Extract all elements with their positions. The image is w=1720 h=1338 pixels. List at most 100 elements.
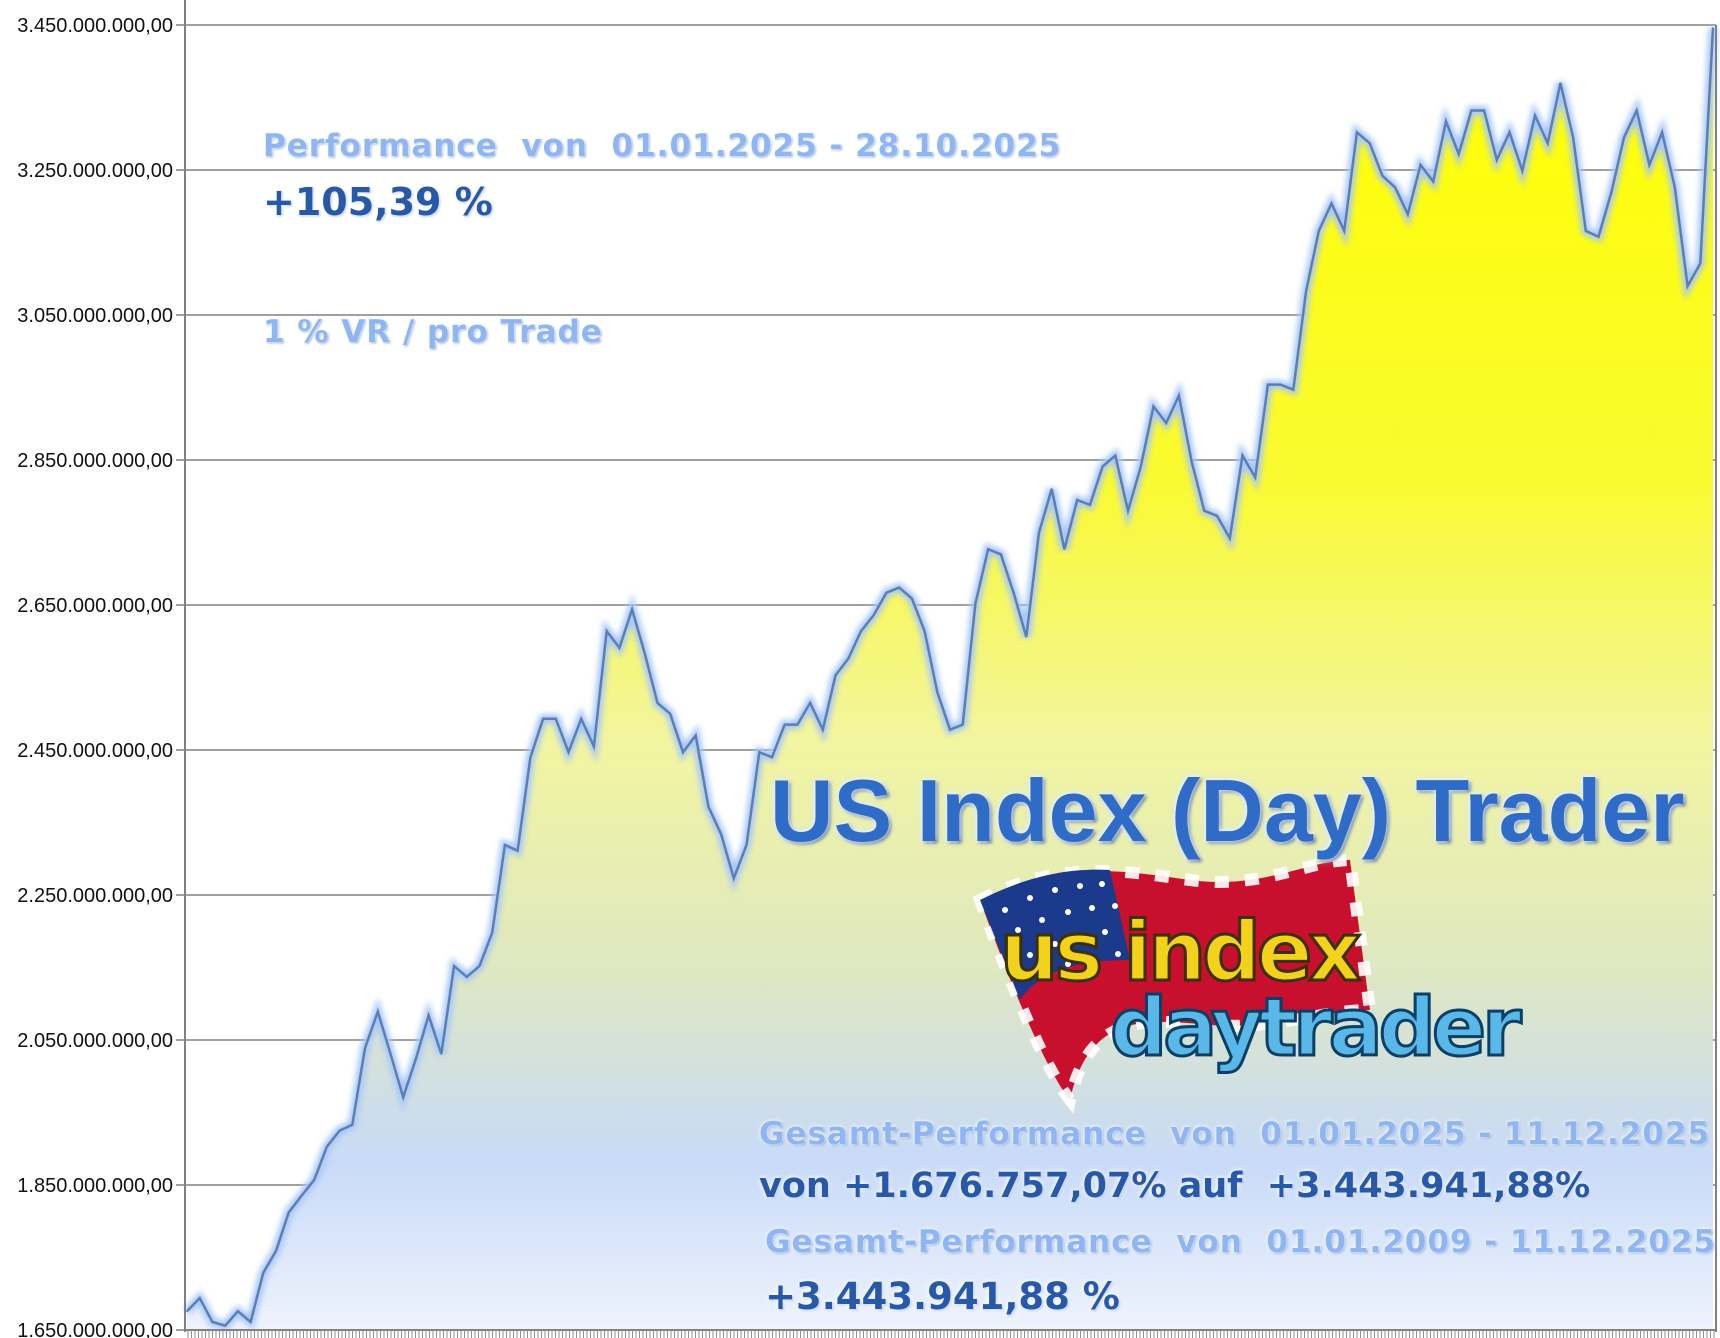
data-point <box>618 646 621 649</box>
data-point <box>1483 109 1485 112</box>
y-tick-label: 3.250.000.000,00 <box>17 160 173 182</box>
y-tick-label: 3.050.000.000,00 <box>17 305 173 327</box>
data-point <box>1343 230 1346 232</box>
data-point <box>1063 548 1066 550</box>
data-point <box>1228 537 1231 540</box>
data-point <box>923 630 926 632</box>
data-point <box>504 844 506 846</box>
data-point <box>1101 465 1104 468</box>
data-point <box>898 586 900 589</box>
data-point <box>275 1250 277 1252</box>
data-point <box>542 718 544 720</box>
data-point <box>961 723 964 726</box>
us-flag-logo: us index daytrader <box>972 853 1528 1114</box>
data-point <box>1254 476 1256 479</box>
data-point <box>554 718 557 720</box>
data-point <box>644 652 646 655</box>
y-tick-label: 2.450.000.000,00 <box>17 740 173 762</box>
data-point <box>1368 142 1371 144</box>
y-tick-label: 1.850.000.000,00 <box>17 1175 173 1197</box>
data-point <box>733 877 735 880</box>
data-point <box>1241 454 1244 457</box>
data-point <box>745 844 748 846</box>
data-point <box>1216 515 1218 517</box>
data-point <box>771 756 773 759</box>
performance-value: +105,39 % <box>263 180 493 224</box>
data-point <box>313 1179 315 1181</box>
data-point <box>1534 114 1536 117</box>
data-point <box>427 1014 430 1017</box>
logo-text-us-index: us index <box>1000 905 1361 1000</box>
data-point <box>364 1047 366 1049</box>
data-point <box>1279 383 1282 386</box>
data-point <box>237 1310 239 1312</box>
flag-canton <box>980 869 1130 1000</box>
data-point <box>694 734 697 737</box>
data-point <box>1127 509 1129 512</box>
data-point <box>491 931 494 934</box>
data-point <box>1712 27 1714 29</box>
y-tick-label: 1.650.000.000,00 <box>17 1320 173 1338</box>
data-point <box>885 591 888 594</box>
data-point <box>1623 136 1625 139</box>
data-point <box>1610 191 1613 194</box>
y-tick-label: 2.250.000.000,00 <box>17 885 173 907</box>
data-point <box>593 745 595 748</box>
data-point <box>605 630 608 632</box>
data-point <box>1407 213 1409 216</box>
data-point <box>631 608 633 611</box>
data-point <box>1076 499 1078 501</box>
data-point <box>567 751 570 753</box>
data-point <box>936 691 939 693</box>
data-point <box>834 674 837 677</box>
data-point <box>1521 169 1524 172</box>
headline: US Index (Day) Trader <box>770 761 1685 860</box>
data-point <box>453 965 455 967</box>
data-point <box>1292 388 1295 391</box>
data-point <box>287 1211 290 1214</box>
total-performance-2025-value: von +1.676.757,07% auf +3.443.941,88% <box>759 1166 1591 1206</box>
y-axis-labels: 1.650.000.000,00 1.850.000.000,00 2.050.00… <box>17 15 173 1338</box>
data-point <box>1203 509 1206 512</box>
data-point <box>1661 131 1663 134</box>
data-point <box>1190 460 1193 463</box>
total-performance-2009-value: +3.443.941,88 % <box>765 1275 1120 1318</box>
data-point <box>249 1321 252 1323</box>
risk-label: 1 % VR / pro Trade <box>263 314 603 350</box>
data-point <box>1546 142 1549 144</box>
data-point <box>1114 454 1117 457</box>
data-point <box>440 1052 443 1055</box>
data-points <box>186 27 1714 1327</box>
data-point <box>211 1321 214 1323</box>
data-point <box>1381 175 1384 177</box>
data-point <box>1686 285 1689 287</box>
data-point <box>987 548 989 550</box>
y-tick-label: 2.650.000.000,00 <box>17 595 173 617</box>
y-tick-label: 2.850.000.000,00 <box>17 450 173 472</box>
data-point <box>1470 109 1473 112</box>
data-point <box>1508 131 1511 134</box>
data-point <box>1152 405 1155 408</box>
data-point <box>1572 136 1574 139</box>
data-point <box>1267 383 1269 386</box>
data-point <box>326 1145 328 1148</box>
data-point <box>682 751 684 753</box>
data-point <box>872 614 875 616</box>
data-point <box>516 849 519 852</box>
data-point <box>1000 553 1002 556</box>
data-point <box>1496 159 1498 161</box>
data-point <box>669 712 672 715</box>
data-point <box>1050 488 1053 490</box>
data-point <box>758 751 761 753</box>
data-point <box>529 756 532 759</box>
data-point <box>1432 180 1435 183</box>
data-point <box>224 1324 226 1327</box>
performance-period-label: Performance von 01.01.2025 - 28.10.2025 <box>263 128 1062 164</box>
data-point <box>465 976 468 978</box>
data-point <box>1089 504 1091 506</box>
data-point <box>478 965 481 967</box>
data-point <box>656 702 659 704</box>
data-point <box>300 1195 303 1197</box>
data-point <box>1585 230 1587 232</box>
